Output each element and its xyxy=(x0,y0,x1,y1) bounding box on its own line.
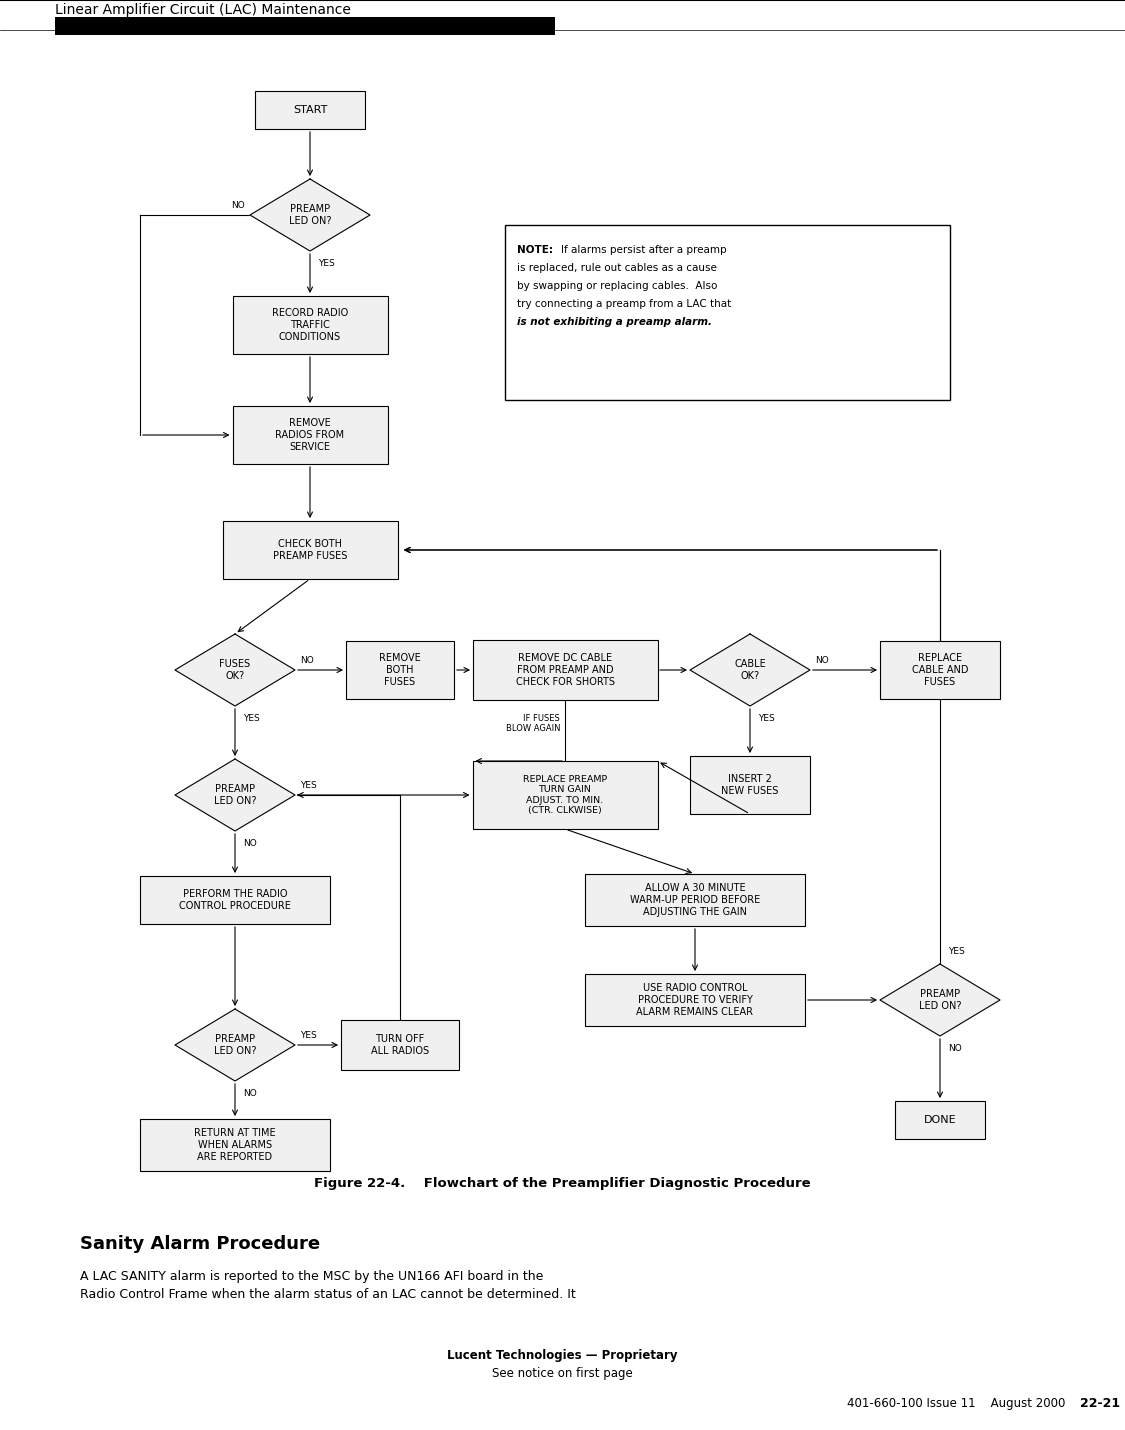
Text: See notice on first page: See notice on first page xyxy=(492,1367,632,1380)
Text: try connecting a preamp from a LAC that: try connecting a preamp from a LAC that xyxy=(518,299,731,309)
Text: RECORD RADIO
TRAFFIC
CONDITIONS: RECORD RADIO TRAFFIC CONDITIONS xyxy=(272,309,348,342)
Text: NO: NO xyxy=(232,202,245,210)
Text: is not exhibiting a preamp alarm.: is not exhibiting a preamp alarm. xyxy=(518,317,712,327)
Text: by swapping or replacing cables.  Also: by swapping or replacing cables. Also xyxy=(518,282,718,290)
Text: CHECK BOTH
PREAMP FUSES: CHECK BOTH PREAMP FUSES xyxy=(273,539,348,561)
Bar xyxy=(896,1101,986,1140)
Bar xyxy=(585,974,806,1025)
Bar xyxy=(233,406,387,463)
Bar xyxy=(233,296,387,355)
Bar xyxy=(140,1120,330,1171)
Text: 22-21: 22-21 xyxy=(1080,1397,1120,1410)
Text: YES: YES xyxy=(300,1031,317,1040)
Polygon shape xyxy=(176,759,295,831)
Text: REMOVE DC CABLE
FROM PREAMP AND
CHECK FOR SHORTS: REMOVE DC CABLE FROM PREAMP AND CHECK FO… xyxy=(515,654,614,686)
Text: YES: YES xyxy=(318,259,335,267)
Bar xyxy=(140,877,330,924)
Text: REPLACE PREAMP
TURN GAIN
ADJUST. TO MIN.
(CTR. CLKWISE): REPLACE PREAMP TURN GAIN ADJUST. TO MIN.… xyxy=(523,775,608,815)
Text: If alarms persist after a preamp: If alarms persist after a preamp xyxy=(561,245,727,255)
Text: ALLOW A 30 MINUTE
WARM-UP PERIOD BEFORE
ADJUSTING THE GAIN: ALLOW A 30 MINUTE WARM-UP PERIOD BEFORE … xyxy=(630,884,761,917)
Text: PREAMP
LED ON?: PREAMP LED ON? xyxy=(214,784,256,805)
Bar xyxy=(505,225,950,400)
Text: YES: YES xyxy=(243,714,260,724)
Text: NO: NO xyxy=(300,656,314,665)
Text: NO: NO xyxy=(243,839,256,848)
Text: INSERT 2
NEW FUSES: INSERT 2 NEW FUSES xyxy=(721,774,778,797)
Text: is replaced, rule out cables as a cause: is replaced, rule out cables as a cause xyxy=(518,263,717,273)
Text: RETURN AT TIME
WHEN ALARMS
ARE REPORTED: RETURN AT TIME WHEN ALARMS ARE REPORTED xyxy=(195,1128,276,1161)
Text: NOTE:: NOTE: xyxy=(518,245,554,255)
Text: Sanity Alarm Procedure: Sanity Alarm Procedure xyxy=(80,1236,321,1253)
Text: PREAMP
LED ON?: PREAMP LED ON? xyxy=(919,990,961,1011)
Polygon shape xyxy=(880,964,1000,1035)
Text: YES: YES xyxy=(300,781,317,789)
Bar xyxy=(472,641,657,701)
Text: NO: NO xyxy=(948,1044,962,1052)
Bar xyxy=(585,874,806,927)
Text: START: START xyxy=(292,104,327,114)
Text: YES: YES xyxy=(758,714,775,724)
Text: FUSES
OK?: FUSES OK? xyxy=(219,659,251,681)
Bar xyxy=(472,761,657,829)
Text: IF FUSES
BLOW AGAIN: IF FUSES BLOW AGAIN xyxy=(505,714,560,734)
Text: REPLACE
CABLE AND
FUSES: REPLACE CABLE AND FUSES xyxy=(911,654,969,686)
Bar xyxy=(346,641,454,699)
Polygon shape xyxy=(176,633,295,706)
Text: Figure 22-4.    Flowchart of the Preamplifier Diagnostic Procedure: Figure 22-4. Flowchart of the Preamplifi… xyxy=(314,1177,810,1190)
Bar xyxy=(255,92,364,129)
Text: 401-660-100 Issue 11    August 2000: 401-660-100 Issue 11 August 2000 xyxy=(847,1397,1080,1410)
Text: NO: NO xyxy=(814,656,829,665)
Text: A LAC SANITY alarm is reported to the MSC by the UN166 AFI board in the
Radio Co: A LAC SANITY alarm is reported to the MS… xyxy=(80,1270,576,1301)
Text: USE RADIO CONTROL
PROCEDURE TO VERIFY
ALARM REMAINS CLEAR: USE RADIO CONTROL PROCEDURE TO VERIFY AL… xyxy=(637,984,754,1017)
Bar xyxy=(341,1020,459,1070)
Text: PERFORM THE RADIO
CONTROL PROCEDURE: PERFORM THE RADIO CONTROL PROCEDURE xyxy=(179,889,291,911)
Text: Lucent Technologies — Proprietary: Lucent Technologies — Proprietary xyxy=(447,1348,677,1361)
Polygon shape xyxy=(690,633,810,706)
Text: NO: NO xyxy=(243,1090,256,1098)
Text: PREAMP
LED ON?: PREAMP LED ON? xyxy=(214,1034,256,1055)
Text: REMOVE
RADIOS FROM
SERVICE: REMOVE RADIOS FROM SERVICE xyxy=(276,419,344,452)
Text: YES: YES xyxy=(948,947,965,957)
Bar xyxy=(55,17,555,34)
Polygon shape xyxy=(250,179,370,252)
Text: TURN OFF
ALL RADIOS: TURN OFF ALL RADIOS xyxy=(371,1034,429,1055)
Text: PREAMP
LED ON?: PREAMP LED ON? xyxy=(289,204,331,226)
Text: DONE: DONE xyxy=(924,1115,956,1125)
Text: Linear Amplifier Circuit (LAC) Maintenance: Linear Amplifier Circuit (LAC) Maintenan… xyxy=(55,3,351,17)
Text: REMOVE
BOTH
FUSES: REMOVE BOTH FUSES xyxy=(379,654,421,686)
Text: CABLE
OK?: CABLE OK? xyxy=(735,659,766,681)
Bar xyxy=(223,521,397,579)
Polygon shape xyxy=(176,1010,295,1081)
Bar xyxy=(880,641,1000,699)
Bar xyxy=(690,756,810,814)
